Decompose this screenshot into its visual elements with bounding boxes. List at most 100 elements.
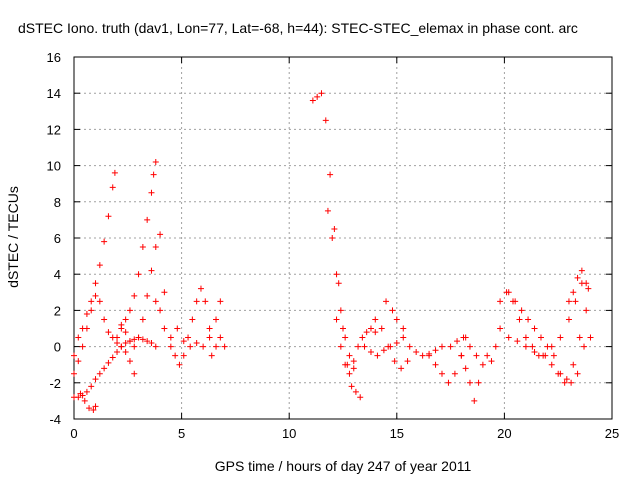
data-point xyxy=(187,343,194,350)
data-point xyxy=(122,329,129,336)
data-point xyxy=(522,343,529,350)
data-point xyxy=(391,358,398,365)
data-point xyxy=(90,406,97,413)
data-point xyxy=(445,379,452,386)
y-axis-label: dSTEC / TECUs xyxy=(5,186,21,288)
data-point xyxy=(346,352,353,359)
data-point xyxy=(75,394,82,401)
data-point xyxy=(189,316,196,323)
y-tick-label: 2 xyxy=(54,303,61,318)
data-point xyxy=(357,394,364,401)
data-point xyxy=(337,343,344,350)
data-point xyxy=(372,329,379,336)
data-point xyxy=(561,379,568,386)
data-point xyxy=(101,316,108,323)
data-point xyxy=(152,298,159,305)
data-point xyxy=(131,336,138,343)
data-point xyxy=(383,298,390,305)
data-point xyxy=(583,280,590,287)
data-point xyxy=(537,334,544,341)
data-point xyxy=(118,321,125,328)
x-tick-label: 5 xyxy=(178,426,185,441)
data-point xyxy=(475,379,482,386)
data-point xyxy=(361,343,368,350)
data-point xyxy=(531,349,538,356)
data-point xyxy=(111,169,118,176)
y-tick-label: 12 xyxy=(47,122,61,137)
data-point xyxy=(488,358,495,365)
data-point xyxy=(131,370,138,377)
data-point xyxy=(193,339,200,346)
data-point xyxy=(587,334,594,341)
data-point xyxy=(380,347,387,354)
y-tick-label: 0 xyxy=(54,340,61,355)
data-point xyxy=(96,262,103,269)
data-point xyxy=(355,343,362,350)
data-points xyxy=(71,90,594,413)
data-point xyxy=(144,292,151,299)
data-point xyxy=(367,349,374,356)
data-point xyxy=(550,352,557,359)
data-point xyxy=(144,216,151,223)
data-point xyxy=(583,307,590,314)
data-point xyxy=(161,289,168,296)
data-point xyxy=(92,376,99,383)
y-tick-label: 6 xyxy=(54,231,61,246)
data-point xyxy=(101,238,108,245)
data-point xyxy=(393,316,400,323)
data-point xyxy=(105,359,112,366)
data-point xyxy=(114,334,121,341)
data-point xyxy=(367,325,374,332)
data-point xyxy=(432,361,439,368)
data-point xyxy=(359,334,366,341)
data-point xyxy=(342,361,349,368)
chart-title: dSTEC Iono. truth (dav1, Lon=77, Lat=-68… xyxy=(18,20,578,36)
data-point xyxy=(109,354,116,361)
data-point xyxy=(337,307,344,314)
data-point xyxy=(75,358,82,365)
data-point xyxy=(484,352,491,359)
data-point xyxy=(135,334,142,341)
data-point xyxy=(525,316,532,323)
data-point xyxy=(139,244,146,251)
data-point xyxy=(318,90,325,97)
data-point xyxy=(581,343,588,350)
data-point xyxy=(101,365,108,372)
data-point xyxy=(152,343,159,350)
data-point xyxy=(342,334,349,341)
data-point xyxy=(438,370,445,377)
data-point xyxy=(327,171,334,178)
data-point xyxy=(122,316,129,323)
data-point xyxy=(432,347,439,354)
data-point xyxy=(492,343,499,350)
data-point xyxy=(96,370,103,377)
data-point xyxy=(512,298,519,305)
data-point xyxy=(557,370,564,377)
data-point xyxy=(438,343,445,350)
data-point xyxy=(471,397,478,404)
grid xyxy=(74,57,612,419)
data-point xyxy=(217,334,224,341)
data-point xyxy=(71,370,77,377)
data-point xyxy=(144,338,151,345)
y-tick-label: 14 xyxy=(47,86,61,101)
tick-labels: 0 5 10 15 20 25 -4 -2 0 2 4 6 8 10 12 14 16 xyxy=(47,50,620,441)
data-point xyxy=(352,388,359,395)
y-tick-label: 16 xyxy=(47,50,61,65)
data-point xyxy=(126,307,133,314)
data-point xyxy=(83,325,90,332)
data-point xyxy=(374,352,381,359)
data-point xyxy=(152,244,159,251)
y-tick-label: 10 xyxy=(47,159,61,174)
data-point xyxy=(148,189,155,196)
data-point xyxy=(206,325,213,332)
data-point xyxy=(75,334,82,341)
data-point xyxy=(180,352,187,359)
data-point xyxy=(200,343,207,350)
data-point xyxy=(314,93,321,100)
data-point xyxy=(322,117,329,124)
data-point xyxy=(340,325,346,332)
data-point xyxy=(193,298,200,305)
data-point xyxy=(473,352,480,359)
